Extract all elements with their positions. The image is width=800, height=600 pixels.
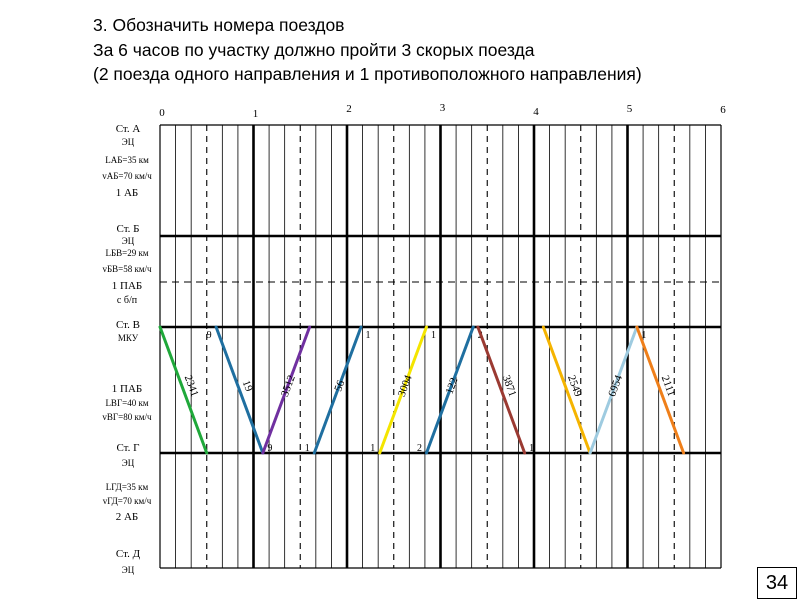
train-line-2341	[158, 325, 209, 455]
segment-parameter: vВГ=80 км/ч	[102, 412, 152, 422]
segment-parameter: 1 ПАБ	[112, 383, 142, 395]
train-number-label: 56	[332, 378, 347, 393]
hour-label: 0	[159, 107, 165, 119]
station-name: Ст. А	[116, 123, 141, 135]
station-name: Ст. Г	[116, 442, 139, 454]
station-interlocking: ЭЦ	[122, 458, 135, 468]
train-number-label: 122	[444, 376, 461, 396]
page-number: 34	[757, 567, 797, 599]
train-end-mark: 2	[417, 443, 422, 454]
segment-parameter: 1 ПАБ	[112, 280, 142, 292]
title-line-1: 3. Обозначить номера поездов	[93, 15, 345, 35]
station-name: Ст. Б	[117, 223, 140, 235]
train-line-3512	[261, 325, 312, 455]
time-grid	[159, 124, 722, 569]
title-line-2: За 6 часов по участку должно пройти 3 ск…	[93, 39, 535, 60]
station-interlocking: ЭЦ	[122, 565, 135, 575]
station-name: Ст. В	[116, 319, 140, 331]
train-end-mark: 1	[305, 443, 310, 454]
segment-parameter: vБВ=58 км/ч	[102, 264, 152, 274]
train-end-mark: 1	[366, 330, 371, 341]
station-interlocking: ЭЦ	[122, 137, 135, 147]
hour-label: 6	[720, 104, 726, 116]
segment-parameter: vГД=70 км/ч	[103, 496, 152, 506]
train-line-2111	[635, 325, 686, 455]
train-number-label: 19	[240, 379, 255, 394]
train-end-mark: 1	[529, 443, 534, 454]
hour-label: 4	[533, 106, 539, 118]
train-number-label: 3004	[396, 373, 415, 398]
segment-parameter: с б/п	[117, 295, 138, 306]
train-end-mark: 9	[267, 443, 272, 454]
train-end-mark: 9	[207, 330, 212, 341]
segment-parameter: LБВ=29 км	[105, 248, 148, 258]
train-number-label: 6954	[606, 373, 625, 398]
segment-parameter: 1 АБ	[116, 187, 139, 199]
train-end-mark: 1	[431, 330, 436, 341]
train-line-6954	[588, 325, 639, 455]
train-lines: 2341199935125611300411122223871125496954…	[158, 325, 686, 455]
segment-parameter: vАБ=70 км/ч	[102, 171, 152, 181]
train-line-3871	[476, 325, 527, 455]
hour-label: 2	[346, 103, 352, 115]
train-number-label: 3512	[279, 374, 298, 399]
segment-parameter: LГД=35 км	[106, 482, 149, 492]
train-line-3004	[378, 325, 428, 455]
train-end-mark: 1	[370, 443, 375, 454]
train-line-56	[312, 325, 363, 455]
hour-label: 5	[627, 103, 633, 115]
segment-parameter: LВГ=40 км	[105, 398, 148, 408]
hour-label: 3	[440, 102, 446, 114]
slide-title: 3. Обозначить номера поездов За 6 часов …	[93, 13, 642, 87]
train-line-2549	[541, 325, 592, 455]
train-line-122	[424, 325, 475, 455]
segment-parameter: 2 АБ	[116, 511, 139, 523]
train-end-mark: 1	[641, 330, 646, 341]
hour-labels: 0 1 2 3 4 5 6	[159, 102, 726, 120]
station-interlocking: ЭЦ	[122, 236, 135, 246]
title-line-3: (2 поезда одного направления и 1 противо…	[93, 64, 642, 84]
station-interlocking: МКУ	[118, 333, 139, 343]
hour-label: 1	[253, 108, 259, 120]
train-line-19	[214, 325, 265, 455]
segment-parameter: LАБ=35 км	[105, 155, 149, 165]
station-name: Ст. Д	[116, 548, 141, 560]
